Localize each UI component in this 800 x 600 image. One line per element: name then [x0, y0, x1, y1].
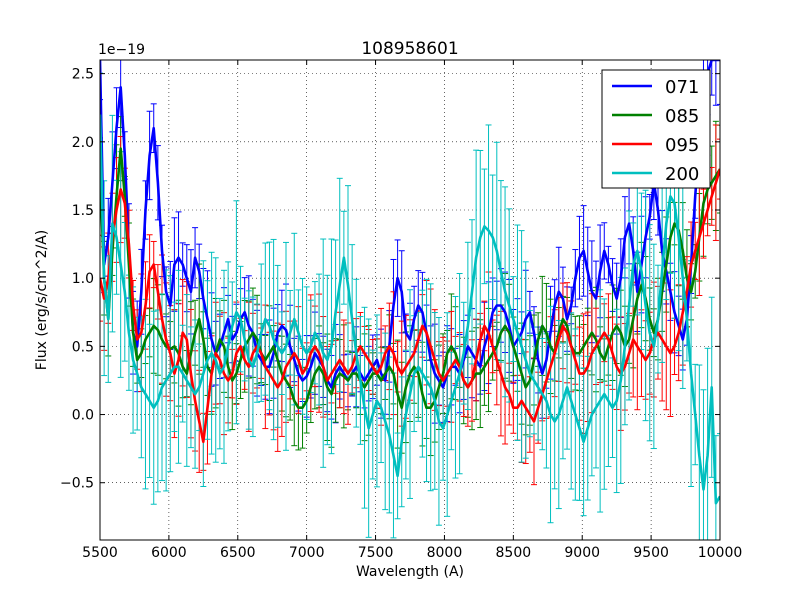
y-tick-label: −0.5 [60, 476, 94, 492]
y-tick-label: 1.5 [72, 203, 94, 219]
x-tick-label: 5500 [82, 545, 118, 561]
x-tick-label: 9500 [633, 545, 669, 561]
series-line-085 [100, 147, 720, 410]
chart-title: 108958601 [361, 39, 458, 59]
x-tick-label: 7000 [289, 545, 325, 561]
legend-label-095: 095 [665, 135, 699, 156]
x-tick-label: 6000 [151, 545, 187, 561]
axis-ticks: 5500 6000 6500 7000 7500 8000 8500 9000 9500 1000… [60, 60, 742, 561]
legend-label-071: 071 [665, 77, 699, 98]
x-tick-label: 8000 [427, 545, 463, 561]
y-tick-label: 0.5 [72, 339, 94, 355]
legend-box [601, 69, 711, 189]
x-tick-label: 8500 [496, 545, 532, 561]
x-tick-label: 9000 [564, 545, 600, 561]
y-tick-label: 1.0 [72, 271, 94, 287]
x-tick-label: 10000 [698, 545, 743, 561]
legend-label-085: 085 [665, 106, 699, 127]
plot-frame [99, 59, 721, 541]
y-axis-label: Flux (erg/s/cm^2/A) [34, 230, 50, 370]
series-line-200 [100, 114, 720, 505]
x-tick-label: 6500 [220, 545, 256, 561]
series-line-071 [100, 60, 720, 389]
x-tick-label: 7500 [358, 545, 394, 561]
y-tick-label: 2.0 [72, 135, 94, 151]
y-tick-label: 0.0 [72, 408, 94, 424]
legend-label-200: 200 [665, 164, 699, 185]
series-lines [100, 60, 720, 505]
series-line-095 [100, 168, 720, 444]
axis-offset-label: 1e−19 [98, 42, 145, 58]
y-tick-label: 2.5 [72, 67, 94, 83]
legend: 071 085 095 200 [601, 69, 711, 189]
x-axis-label: Wavelength (A) [356, 564, 464, 580]
